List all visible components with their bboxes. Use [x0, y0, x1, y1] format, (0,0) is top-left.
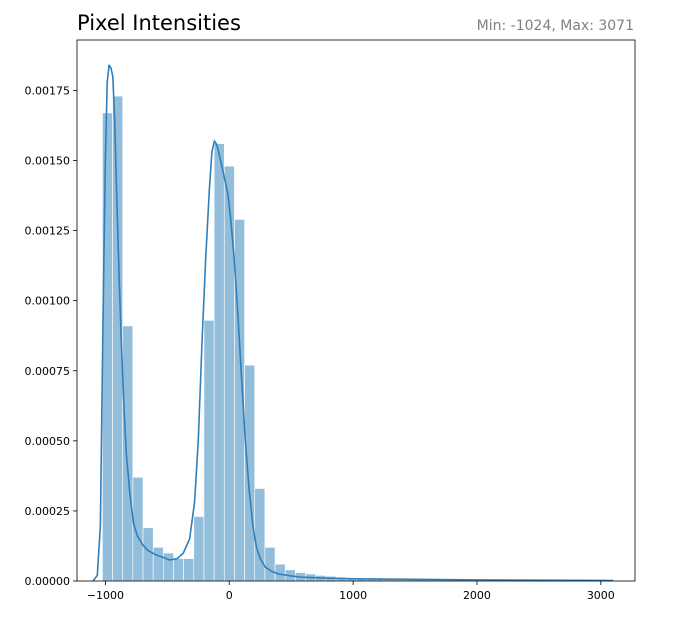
histogram-bar-5 — [152, 547, 164, 582]
histogram-bar-7 — [173, 558, 184, 582]
chart-subtitle: Min: -1024, Max: 3071 — [477, 18, 634, 34]
chart-title: Pixel Intensities — [77, 11, 241, 35]
plot-area-frame — [76, 39, 636, 582]
y-tick-label-5: 0.00125 — [25, 225, 71, 238]
kde-curve — [92, 64, 614, 582]
histogram-bar-9 — [193, 516, 205, 582]
histogram-bar-16 — [264, 547, 276, 582]
x-tick-label-3: 2000 — [463, 589, 491, 602]
histogram-bar-10 — [203, 320, 215, 582]
kde-line — [92, 64, 614, 582]
x-axis: −1000 0 1000 2000 3000 — [87, 581, 615, 602]
histogram-bars — [102, 95, 610, 582]
y-tick-label-0: 0.00000 — [25, 575, 71, 588]
histogram-bar-6 — [163, 552, 174, 582]
y-tick-label-3: 0.00075 — [25, 365, 71, 378]
y-tick-label-4: 0.00100 — [25, 295, 71, 308]
y-axis: 0.00000 0.00025 0.00050 0.00075 0.00100 0.001… — [25, 84, 77, 588]
histogram-bar-14 — [244, 364, 256, 582]
y-tick-label-1: 0.00025 — [25, 505, 71, 518]
x-tick-label-0: −1000 — [87, 589, 124, 602]
histogram-bar-3 — [132, 476, 144, 582]
y-tick-label-7: 0.00175 — [25, 84, 71, 97]
histogram-bar-0 — [102, 112, 113, 582]
histogram-bar-11 — [213, 143, 225, 582]
histogram-bar-12 — [223, 165, 235, 582]
histogram-bar-15 — [254, 488, 266, 582]
histogram-bar-4 — [142, 527, 154, 582]
x-tick-label-4: 3000 — [587, 589, 615, 602]
y-tick-label-2: 0.00050 — [25, 435, 71, 448]
x-tick-label-2: 1000 — [339, 589, 367, 602]
x-tick-label-1: 0 — [226, 589, 233, 602]
histogram-bar-2 — [122, 325, 134, 582]
y-tick-label-6: 0.00150 — [25, 155, 71, 168]
histogram-bar-8 — [183, 558, 195, 582]
